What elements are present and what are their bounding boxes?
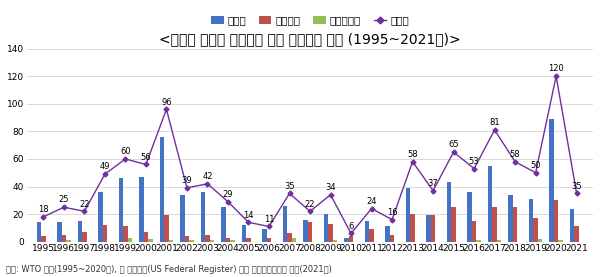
Bar	[513, 207, 517, 242]
Bar	[128, 237, 132, 242]
Bar	[406, 188, 410, 242]
Bar	[98, 192, 103, 242]
Bar	[333, 240, 337, 242]
Bar	[148, 239, 153, 242]
Bar	[410, 214, 415, 242]
Bar	[242, 225, 246, 242]
Text: 35: 35	[571, 182, 582, 191]
Bar	[37, 222, 41, 242]
Bar	[497, 240, 502, 242]
Bar	[559, 240, 563, 242]
Bar	[267, 237, 271, 242]
Bar	[205, 235, 210, 242]
Bar	[143, 232, 148, 242]
Text: 18: 18	[38, 205, 49, 214]
Bar	[287, 234, 292, 242]
Bar	[62, 235, 66, 242]
Bar	[385, 227, 390, 242]
Bar	[472, 221, 476, 242]
Text: 34: 34	[325, 183, 336, 192]
Text: 58: 58	[510, 150, 520, 159]
Bar	[283, 206, 287, 242]
Bar	[41, 236, 46, 242]
Bar	[538, 239, 542, 242]
Bar	[344, 237, 349, 242]
Legend: 반덤핑, 상계관세, 세이프가드, 완합계: 반덤핑, 상계관세, 세이프가드, 완합계	[207, 11, 413, 30]
Bar	[103, 225, 107, 242]
Bar	[123, 227, 128, 242]
Text: 49: 49	[100, 162, 110, 171]
Bar	[431, 216, 436, 242]
Bar	[226, 237, 230, 242]
Bar	[139, 177, 143, 242]
Bar	[328, 224, 333, 242]
Bar	[447, 182, 451, 242]
Bar	[570, 209, 574, 242]
Text: 6: 6	[349, 222, 354, 231]
Bar	[488, 166, 493, 242]
Bar	[365, 221, 369, 242]
Text: 자료: WTO 통계(1995~2020년), 미 연방관보(US Federal Register) 상의 조사개시공고문 취합(2021년): 자료: WTO 통계(1995~2020년), 미 연방관보(US Federa…	[6, 265, 332, 274]
Bar	[349, 236, 353, 242]
Bar	[574, 227, 579, 242]
Text: 50: 50	[530, 161, 541, 170]
Bar	[262, 229, 267, 242]
Text: 11: 11	[264, 215, 274, 224]
Bar	[200, 192, 205, 242]
Text: 56: 56	[140, 153, 151, 162]
Text: 58: 58	[407, 150, 418, 159]
Bar	[292, 237, 296, 242]
Text: 24: 24	[366, 197, 377, 206]
Bar	[210, 240, 214, 242]
Text: 22: 22	[79, 199, 89, 209]
Text: 37: 37	[428, 179, 439, 188]
Bar	[303, 220, 308, 242]
Bar	[493, 207, 497, 242]
Bar	[77, 221, 82, 242]
Bar	[427, 216, 431, 242]
Bar	[529, 199, 533, 242]
Text: 81: 81	[489, 118, 500, 127]
Bar	[550, 119, 554, 242]
Bar	[390, 235, 394, 242]
Text: 35: 35	[284, 182, 295, 191]
Bar	[180, 195, 185, 242]
Text: 29: 29	[223, 190, 233, 199]
Bar	[189, 240, 194, 242]
Text: 22: 22	[305, 199, 315, 209]
Text: 60: 60	[120, 147, 131, 156]
Bar	[66, 240, 71, 242]
Bar	[308, 222, 312, 242]
Bar	[369, 229, 374, 242]
Bar	[221, 207, 226, 242]
Title: <미국의 對세계 무역구제 신규 조사개시 추이 (1995~2021년)>: <미국의 對세계 무역구제 신규 조사개시 추이 (1995~2021년)>	[159, 32, 461, 46]
Bar	[169, 240, 173, 242]
Bar	[230, 240, 235, 242]
Bar	[160, 137, 164, 242]
Text: 53: 53	[469, 157, 479, 166]
Text: 42: 42	[202, 172, 213, 181]
Bar	[476, 240, 481, 242]
Text: 25: 25	[59, 195, 69, 204]
Text: 39: 39	[182, 176, 192, 185]
Bar	[533, 218, 538, 242]
Text: 14: 14	[243, 211, 254, 220]
Text: 120: 120	[548, 65, 564, 73]
Bar	[185, 236, 189, 242]
Bar	[82, 232, 86, 242]
Text: 96: 96	[161, 98, 172, 107]
Text: 65: 65	[448, 140, 459, 149]
Bar	[324, 214, 328, 242]
Bar	[508, 195, 513, 242]
Text: 16: 16	[387, 208, 397, 217]
Bar	[164, 216, 169, 242]
Bar	[554, 200, 559, 242]
Bar	[119, 178, 123, 242]
Bar	[451, 207, 456, 242]
Bar	[57, 222, 62, 242]
Bar	[467, 192, 472, 242]
Bar	[246, 237, 251, 242]
